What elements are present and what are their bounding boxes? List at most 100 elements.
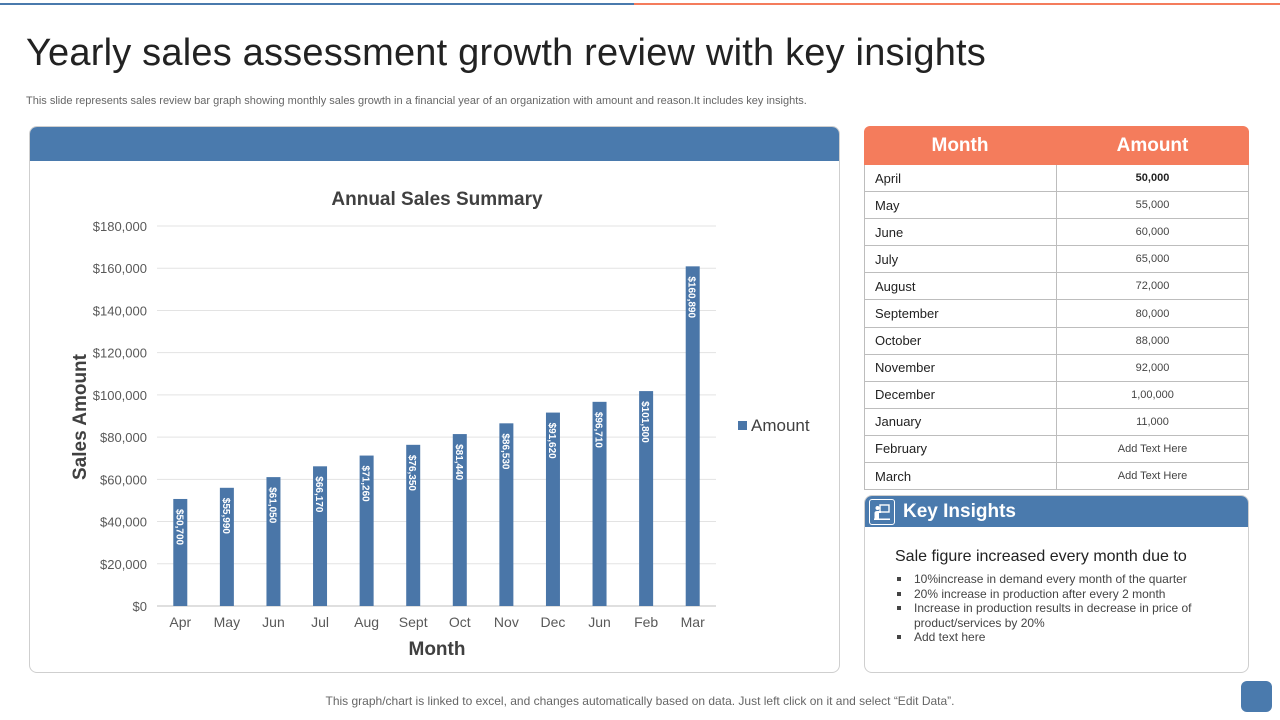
chart-panel[interactable]: Annual Sales Summary $0 $20,000 $40,000 $60,… (29, 126, 840, 673)
bar (406, 444, 421, 606)
table-cell-month: May (865, 192, 1057, 219)
page-subtitle: This slide represents sales review bar g… (26, 95, 807, 107)
table-cell-amount: 1,00,000 (1131, 388, 1174, 401)
table-row: November 92,000 (865, 354, 1248, 382)
table-cell-amount: 80,000 (1135, 307, 1170, 320)
table-row: April 50,000 (865, 165, 1248, 193)
table-header: Month Amount (864, 126, 1249, 165)
table-cell-amount: 65,000 (1135, 253, 1170, 266)
bar (173, 498, 188, 606)
x-tick-label: Sept (399, 614, 428, 630)
table-header-month: Month (931, 134, 989, 156)
table-row: September 80,000 (865, 300, 1248, 328)
table-cell-month: February (865, 435, 1057, 463)
x-tick-label: Mar (681, 614, 705, 630)
bar (219, 487, 234, 606)
table-cell-amount: 11,000 (1136, 415, 1169, 428)
legend-swatch (738, 421, 747, 430)
table-cell-amount: 92,000 (1135, 361, 1170, 374)
x-tick-label: Jul (311, 614, 329, 630)
insight-item: 20% increase in production after every 2… (895, 587, 1225, 602)
data-label: $55,990 (220, 498, 231, 535)
y-tick-label: $180,000 (93, 219, 147, 234)
table-cell-month: November (865, 354, 1057, 381)
x-tick-label: Dec (541, 614, 566, 630)
data-label: $81,440 (453, 444, 464, 481)
x-axis-label: Month (409, 639, 466, 660)
x-tick-label: Jun (588, 614, 611, 630)
table-header-amount: Amount (1116, 134, 1189, 156)
x-tick-label: Feb (634, 614, 658, 630)
key-insights-header: Key Insights (865, 496, 1248, 527)
legend-label: Amount (751, 416, 810, 435)
y-axis-label: Sales Amount (70, 353, 91, 480)
x-tick-label: Oct (449, 614, 471, 630)
bar-chart[interactable]: Annual Sales Summary $0 $20,000 $40,000 $60,… (30, 127, 840, 673)
insight-item: Add text here (895, 630, 1225, 645)
table-cell-month: December (865, 381, 1057, 408)
y-tick-label: $0 (133, 599, 147, 614)
top-accent-line-orange (634, 3, 1280, 5)
table-cell-amount: 72,000 (1135, 280, 1170, 293)
table-cell-month: October (865, 327, 1057, 354)
data-label: $50,700 (173, 509, 184, 546)
table-row: October 88,000 (865, 327, 1248, 355)
table-row: February Add Text Here (865, 435, 1248, 464)
table-cell-month: August (865, 273, 1057, 300)
data-label: $101,800 (639, 401, 650, 443)
corner-button[interactable] (1241, 681, 1272, 712)
bar (592, 401, 607, 606)
presenter-board-icon (869, 498, 895, 525)
x-tick-label: May (214, 614, 240, 630)
table-body: April 50,000 May 55,000 June 60,000 July 65,000… (864, 165, 1249, 491)
y-tick-label: $140,000 (93, 303, 147, 318)
x-tick-label: Aug (354, 614, 379, 630)
table-row: January 11,000 (865, 408, 1248, 436)
table-cell-month: January (865, 408, 1057, 435)
y-tick-label: $160,000 (93, 261, 147, 276)
chart-panel-header (30, 127, 839, 161)
table-cell-month: June (865, 219, 1057, 246)
bar (685, 266, 700, 606)
bar (452, 434, 467, 606)
chart-title: Annual Sales Summary (331, 189, 543, 210)
table-row: December 1,00,000 (865, 381, 1248, 409)
data-label: $66,170 (313, 476, 324, 513)
table-cell-amount: 88,000 (1135, 334, 1170, 347)
insight-item: 10%increase in demand every month of the… (895, 572, 1225, 587)
y-tick-label: $40,000 (100, 515, 147, 530)
table-row: July 65,000 (865, 246, 1248, 274)
table-cell-amount: 50,000 (1135, 172, 1170, 185)
x-tick-label: Apr (169, 614, 191, 630)
table-cell-month: July (865, 246, 1057, 273)
table-cell-amount: Add Text Here (1117, 470, 1188, 483)
data-label: $160,890 (686, 276, 697, 318)
page-title: Yearly sales assessment growth review wi… (26, 32, 986, 74)
bar (499, 423, 514, 606)
table-row: June 60,000 (865, 219, 1248, 247)
table-row: March Add Text Here (865, 463, 1248, 491)
bar (639, 391, 654, 606)
bar (359, 455, 374, 606)
data-label: $71,260 (360, 466, 371, 503)
bar (266, 477, 281, 606)
x-tick-label: Jun (262, 614, 285, 630)
key-insights-heading: Sale figure increased every month due to (895, 548, 1187, 565)
table-cell-month: March (865, 463, 1057, 490)
table-cell-month: September (865, 300, 1057, 327)
data-label: $86,530 (499, 433, 510, 470)
footer-note: This graph/chart is linked to excel, and… (325, 694, 955, 708)
y-tick-label: $80,000 (100, 430, 147, 445)
y-tick-label: $60,000 (100, 472, 147, 487)
table-cell-amount: 60,000 (1135, 226, 1170, 239)
table-cell-amount: Add Text Here (1117, 442, 1188, 455)
key-insights-title: Key Insights (903, 500, 1016, 522)
y-tick-label: $100,000 (93, 388, 147, 403)
x-tick-label: Nov (494, 614, 519, 630)
bar (313, 466, 328, 606)
data-label: $96,710 (593, 412, 604, 449)
bar (545, 412, 560, 606)
data-label: $61,050 (266, 487, 277, 524)
table-row: May 55,000 (865, 192, 1248, 220)
key-insights-panel: Key Insights Sale figure increased every… (864, 495, 1249, 673)
